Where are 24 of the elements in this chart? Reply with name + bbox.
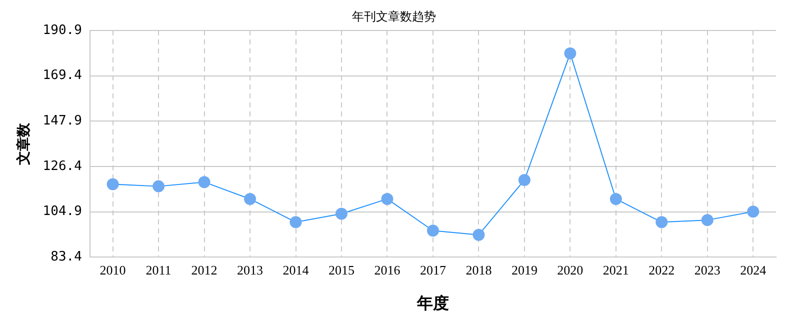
y-tick-label: 147.9 [42,113,82,128]
x-tick-label: 2023 [694,262,720,278]
x-tick-label: 2022 [648,262,675,278]
x-tick-label: 2018 [466,262,492,278]
y-tick-label: 169.4 [42,68,82,84]
x-tick-label: 2024 [740,262,767,278]
x-tick-label: 2010 [100,262,126,278]
x-axis-title: 年度 [416,294,449,313]
y-tick-label: 83.4 [50,250,82,265]
y-axis-title: 文章数 [15,122,32,166]
y-tick-label: 104.9 [42,204,82,220]
x-tick-label: 2011 [146,262,172,278]
x-tick-label: 2015 [328,262,354,278]
x-tick-label: 2014 [282,262,310,278]
x-tick-label: 2013 [237,262,264,278]
x-tick-label: 2012 [191,262,218,278]
x-tick-label: 2020 [557,262,584,278]
x-tick-label: 2017 [420,262,446,278]
chart-title: 年刊文章数趋势 [352,9,436,24]
x-tick-label: 2021 [602,262,629,278]
y-tick-label: 126.4 [42,158,82,174]
y-tick-label: 190.9 [42,22,82,38]
x-tick-label: 2016 [374,262,401,278]
x-tick-label: 2019 [511,262,538,278]
